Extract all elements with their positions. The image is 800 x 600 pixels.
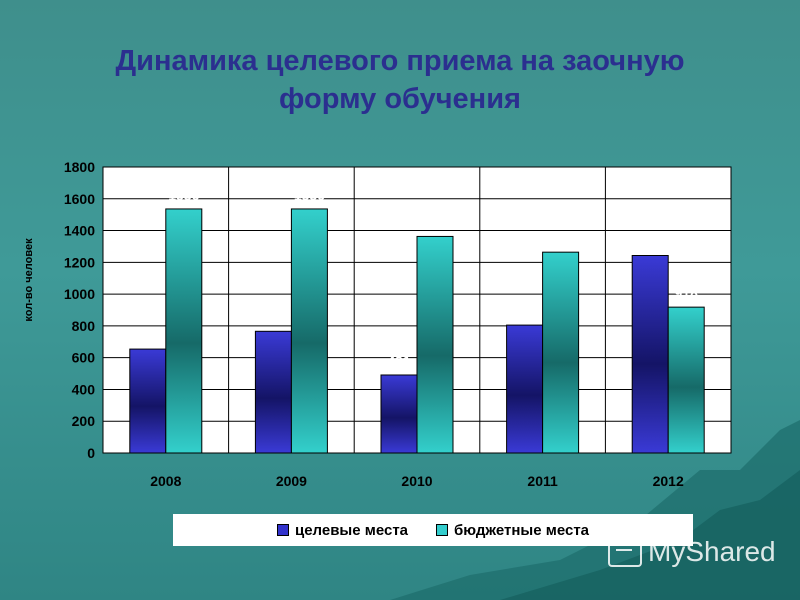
bar-series-1 — [631, 255, 669, 454]
y-tick-label: 200 — [72, 413, 96, 429]
x-tick-label: 2009 — [276, 473, 307, 489]
bar-series-2 — [542, 251, 580, 454]
legend-swatch-series-1 — [276, 524, 289, 536]
bar-series-1 — [254, 330, 292, 454]
title-line-2: форму обучения — [279, 83, 521, 115]
y-tick-label: 1600 — [64, 191, 95, 207]
data-label-series-2: 1536 — [294, 187, 325, 203]
legend-label-series-1: целевые места — [294, 521, 409, 539]
x-tick-label: 2010 — [401, 473, 432, 489]
bar-series-2 — [667, 306, 705, 454]
bar-series-2 — [290, 208, 328, 454]
x-tick-labels: 2008 2009 2010 2011 2012 — [150, 473, 684, 489]
presentation-icon — [608, 537, 642, 567]
data-labels: 654 1536 766 1536 491 1363 805 1264 1243 918 — [136, 187, 698, 369]
y-tick-label: 1200 — [64, 254, 95, 270]
data-label-series-2: 1264 — [545, 230, 576, 246]
bars — [129, 208, 705, 454]
title-line-1: Динамика целевого приема на заочную — [115, 45, 685, 77]
data-label-series-1: 491 — [387, 353, 411, 369]
watermark-text: MyShared — [648, 536, 776, 567]
x-tick-label: 2011 — [527, 473, 558, 489]
y-axis-title: кол-во человек — [23, 238, 35, 322]
legend-swatch-series-2 — [436, 524, 449, 536]
legend: целевые места бюджетные места — [173, 514, 693, 546]
y-tick-label: 0 — [87, 445, 95, 461]
y-tick-label: 400 — [72, 381, 96, 397]
legend-item-series-2: бюджетные места — [436, 522, 589, 539]
data-label-series-1: 805 — [513, 303, 537, 319]
slide-title: Динамика целевого приема на заочную форм… — [0, 42, 800, 118]
y-tick-label: 600 — [72, 350, 96, 366]
data-label-series-1: 1243 — [635, 234, 666, 250]
x-tick-label: 2012 — [653, 473, 684, 489]
y-tick-label: 1400 — [64, 223, 95, 239]
bar-series-2 — [416, 235, 454, 454]
bar-series-1 — [129, 348, 167, 454]
y-tick-labels: 0 200 400 600 800 1000 1200 1400 1600 1800 — [64, 159, 95, 461]
x-tick-label: 2008 — [150, 473, 181, 489]
legend-label-series-2: бюджетные места — [454, 521, 590, 539]
y-tick-label: 1000 — [64, 286, 95, 302]
bar-series-1 — [380, 374, 418, 454]
watermark-logo: MyShared — [608, 536, 776, 568]
y-tick-label: 800 — [72, 318, 96, 334]
legend-item-series-1: целевые места — [276, 521, 409, 539]
data-label-series-2: 1536 — [168, 187, 199, 203]
data-label-series-1: 654 — [136, 327, 160, 343]
data-label-series-1: 766 — [262, 309, 286, 325]
y-tick-label: 1800 — [64, 159, 95, 175]
bar-series-2 — [165, 208, 203, 454]
data-label-series-2: 918 — [675, 285, 699, 301]
bar-series-1 — [506, 324, 544, 454]
data-label-series-2: 1363 — [419, 214, 450, 230]
